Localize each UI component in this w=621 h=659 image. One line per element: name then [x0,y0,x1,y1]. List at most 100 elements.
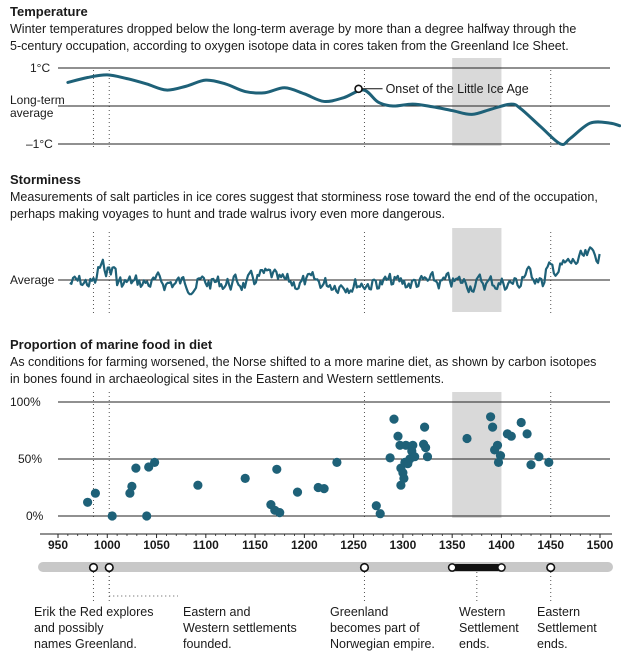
diet-point-52 [534,452,544,462]
diet-point-40 [462,433,472,444]
storminess-desc-line-1: Measurements of salt particles in ice co… [10,190,598,204]
event-label-1-line-2: founded. [183,637,232,651]
event-label-2-line-1: becomes part of [330,621,420,635]
event-label-1-line-0: Eastern and [183,605,250,619]
diet-title: Proportion of marine food in diet [10,337,213,352]
event-leader-elbow [108,572,178,597]
event-marker-0 [88,562,99,573]
diet-desc-line-2: in bones found in archaeological sites i… [10,372,445,386]
event-range-3 [452,564,502,571]
diet-point-19 [371,501,381,511]
diet-point-1 [90,488,100,498]
storminess-desc-line-2: perhaps making voyages to hunt and trade… [10,207,445,221]
event-marker-4 [546,562,556,573]
diet-desc-line-1: As conditions for farming worsened, the … [10,355,597,369]
year-label-1150: 1150 [242,538,268,552]
event-marker-1 [104,562,114,573]
event-label-2-line-0: Greenland [330,605,388,619]
diet-point-37 [420,422,430,432]
event-label-3-line-1: Settlement [459,621,519,635]
event-guide-lines [92,70,552,602]
year-label-1000: 1000 [94,538,121,552]
diet-y-label-50: 50% [18,452,42,466]
event-marker-2 [359,562,370,573]
shade-band-1 [452,228,502,312]
diet-point-15 [292,487,303,497]
diet-point-50 [522,429,532,439]
diet-point-22 [389,414,399,424]
temp-y-label-bottom: –1°C [26,137,53,151]
diet-point-39 [422,452,433,462]
diet-scatter-points [83,412,554,521]
diet-point-49 [516,417,526,428]
diet-point-48 [506,431,516,441]
temp-y-label-top: 1°C [30,61,50,75]
storminess-title: Storminess [10,172,81,187]
event-marker-3 [497,563,506,572]
diet-point-23 [393,431,403,441]
western-settlement-decline-band [452,58,502,518]
diet-point-51 [526,460,536,470]
diet-point-14 [275,507,285,518]
diet-point-2 [107,511,117,521]
diet-point-38 [421,443,431,453]
timeline-axis: 950 1000 1050 1100 1150 1200 1250 1300 1350 1400 1… [34,533,614,651]
event-label-4-line-2: ends. [537,637,568,651]
diet-point-42 [488,422,498,432]
diet-point-9 [193,480,203,490]
temp-y-label-mid-1: Long-term [10,93,65,107]
storm-y-label-average: Average [10,273,55,287]
year-ticks: 950 1000 1050 1100 1150 1200 1250 1300 1350 1400 1… [48,534,614,552]
event-label-0-line-1: and possibly [34,621,104,635]
diet-point-17 [319,484,329,494]
year-label-1350: 1350 [439,538,466,552]
temperature-desc-line-2: 5-century occupation, according to oxyge… [10,39,569,53]
diet-point-53 [544,457,554,467]
little-ice-age-marker [354,84,363,94]
year-label-1250: 1250 [340,538,367,552]
year-label-1450: 1450 [537,538,564,552]
diet-panel: 100% 50% 0% [10,395,610,523]
diet-point-41 [486,412,496,422]
year-label-950: 950 [48,538,68,552]
temperature-panel: 1°C Long-term average –1°C Onset of the … [10,61,621,151]
little-ice-age-label: Onset of the Little Ice Age [386,82,529,96]
diet-point-10 [240,473,250,483]
temperature-description: Winter temperatures dropped below the lo… [10,21,610,55]
diet-y-label-0: 0% [26,509,44,523]
diet-y-label-100: 100% [10,395,41,409]
event-label-0-line-2: names Greenland. [34,637,137,651]
event-label-1-line-1: Western settlements [183,621,297,635]
storminess-description: Measurements of salt particles in ice co… [10,189,610,223]
temperature-title: Temperature [10,4,88,19]
year-label-1300: 1300 [390,538,417,552]
event-label-4-line-0: Eastern [537,605,580,619]
year-label-1500: 1500 [587,538,614,552]
event-label-3-line-2: ends. [459,637,490,651]
diet-point-44 [492,440,503,450]
event-label-0-line-0: Erik the Red explores [34,605,154,619]
temperature-series-line [66,73,621,146]
storminess-panel: Average [10,246,610,296]
year-label-1100: 1100 [193,538,219,552]
diet-point-13 [272,464,282,474]
diet-point-0 [83,497,93,507]
event-label-4-line-1: Settlement [537,621,597,635]
diet-point-5 [131,463,141,473]
shade-band-2 [452,392,502,518]
temp-y-label-mid-2: average [10,106,54,120]
event-label-2-line-2: Norwegian empire. [330,637,435,651]
diet-point-34 [408,440,418,450]
timeline-events: Erik the Red explores and possibly names G… [34,562,597,651]
diet-point-6 [142,511,152,521]
year-label-1400: 1400 [488,538,515,552]
diet-point-18 [332,457,342,467]
diet-point-8 [150,457,160,467]
timeline-bar [38,562,613,572]
diet-point-46 [495,451,506,461]
diet-point-20 [375,509,385,519]
year-label-1050: 1050 [143,538,170,552]
storminess-series-line [69,246,601,296]
diet-point-35 [410,452,420,462]
